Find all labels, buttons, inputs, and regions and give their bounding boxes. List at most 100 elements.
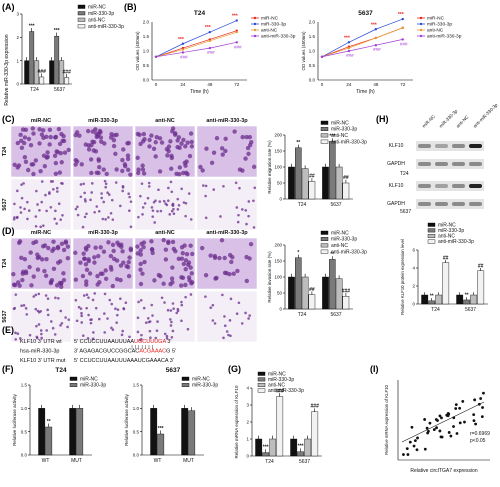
panel-h-legend-entry: anti-miR-330-3p bbox=[438, 239, 474, 245]
stained-cell bbox=[106, 317, 109, 320]
panel-f-ytick-label: 0.0 bbox=[21, 453, 28, 458]
stained-cell bbox=[49, 320, 53, 323]
panel-h-band bbox=[435, 202, 448, 206]
stained-cell bbox=[94, 306, 98, 310]
panel-h-band bbox=[435, 162, 448, 166]
panel-b-point bbox=[374, 28, 378, 31]
stained-cell bbox=[184, 295, 187, 299]
panel-b-sig2-label: ### bbox=[234, 44, 242, 49]
panel-a-legend-entry: miR-330-3p bbox=[88, 11, 114, 17]
stained-cell bbox=[180, 303, 184, 307]
stained-cell bbox=[244, 278, 250, 284]
stained-cell bbox=[235, 312, 239, 316]
panel-h-band bbox=[469, 184, 482, 188]
panel-i-point bbox=[406, 453, 410, 456]
stained-cell bbox=[157, 188, 160, 192]
panel-i-point bbox=[458, 421, 462, 425]
stained-cell bbox=[89, 198, 92, 202]
stained-cell bbox=[204, 194, 207, 198]
stained-cell bbox=[138, 281, 144, 287]
stained-cell bbox=[140, 333, 143, 337]
stained-cell bbox=[136, 170, 141, 176]
panel-b-legend-entry: anti-miR-330-3p bbox=[261, 34, 296, 40]
panel-e-seq-name: KLF10 3' UTR mut bbox=[20, 358, 66, 364]
panel-f-group-label: WT bbox=[42, 458, 50, 464]
stained-cell bbox=[176, 197, 180, 201]
panel-d-legend-entry: anti-NC bbox=[331, 243, 348, 249]
panel-b-point bbox=[401, 17, 404, 21]
stained-cell bbox=[111, 143, 117, 149]
panel-e-label: (E) bbox=[2, 325, 14, 335]
stained-cell bbox=[42, 163, 48, 169]
stained-cell bbox=[236, 220, 240, 224]
stained-cell bbox=[170, 265, 175, 270]
panel-d-label: (D) bbox=[2, 226, 15, 236]
panel-g-ytick-label: 3 bbox=[246, 403, 249, 408]
stained-cell bbox=[31, 171, 36, 177]
stained-cell bbox=[148, 329, 152, 333]
panel-b-ytick-label: 1.0 bbox=[143, 49, 150, 54]
stained-cell bbox=[89, 318, 92, 322]
stained-cell bbox=[111, 137, 117, 143]
stained-cell bbox=[237, 213, 240, 217]
stained-cell bbox=[151, 146, 157, 151]
stained-cell bbox=[66, 325, 69, 329]
panel-b-sig2-label: ### bbox=[207, 50, 215, 55]
stained-cell bbox=[114, 181, 118, 184]
stained-cell bbox=[156, 320, 159, 323]
stained-cell bbox=[98, 130, 103, 135]
stained-cell bbox=[232, 129, 237, 134]
stained-cell bbox=[176, 307, 180, 311]
stained-cell bbox=[147, 185, 151, 188]
stained-cell bbox=[234, 181, 238, 185]
stained-cell bbox=[57, 202, 61, 206]
stained-cell bbox=[171, 329, 175, 333]
stained-cell bbox=[65, 256, 71, 261]
stained-cell bbox=[240, 134, 245, 140]
panel-b-xtick-label: 24 bbox=[180, 82, 186, 87]
stained-cell bbox=[103, 292, 107, 296]
stained-cell bbox=[172, 307, 175, 310]
stained-cell bbox=[248, 241, 254, 247]
panel-a-ytick-label: 3 bbox=[16, 12, 19, 17]
stained-cell bbox=[14, 331, 17, 335]
stained-cell bbox=[126, 273, 132, 279]
panel-i-point bbox=[425, 426, 429, 430]
stained-cell bbox=[79, 162, 84, 167]
panel-b-series-line bbox=[155, 20, 237, 58]
panel-f-sig-label: ** bbox=[47, 419, 51, 425]
stained-cell bbox=[34, 224, 38, 228]
stained-cell bbox=[137, 300, 140, 304]
panel-h-sig-label: ** bbox=[465, 293, 469, 299]
panel-i-ylabel: Relative mRNA expression of KLF10 bbox=[384, 385, 389, 455]
stained-cell bbox=[251, 164, 257, 170]
stained-cell bbox=[84, 267, 90, 273]
stained-cell bbox=[245, 145, 251, 151]
panel-h-cell-label: T24 bbox=[400, 171, 409, 177]
panel-f-legend-swatch bbox=[69, 376, 78, 381]
stained-cell bbox=[189, 293, 193, 296]
stained-cell bbox=[44, 155, 49, 160]
panel-h-band bbox=[469, 162, 482, 166]
stained-cell bbox=[187, 192, 191, 195]
panel-h-legend-swatch bbox=[427, 239, 436, 244]
stained-cell bbox=[86, 243, 91, 249]
stained-cell bbox=[140, 163, 145, 168]
panel-b-point bbox=[181, 42, 185, 45]
panel-i-point bbox=[447, 412, 451, 416]
stained-cell bbox=[162, 199, 166, 203]
stained-cell bbox=[149, 336, 152, 339]
panel-b-ytick-label: 0.0 bbox=[309, 78, 316, 83]
stained-cell bbox=[165, 334, 169, 338]
panel-c-ytick-label: 200 bbox=[274, 133, 282, 138]
panel-d-row-label: T24 bbox=[2, 258, 8, 268]
panel-i-xlabel: Relative circITGA7 expression bbox=[410, 468, 477, 474]
microscopy-image bbox=[196, 178, 258, 231]
panel-a-bar bbox=[24, 60, 30, 85]
panel-i-point bbox=[473, 398, 477, 402]
stained-cell bbox=[21, 140, 27, 146]
stained-cell bbox=[43, 273, 49, 278]
stained-cell bbox=[114, 277, 120, 282]
panel-b-ytick-label: 0.0 bbox=[143, 78, 150, 83]
panel-c-group-label: 5637 bbox=[330, 202, 341, 208]
